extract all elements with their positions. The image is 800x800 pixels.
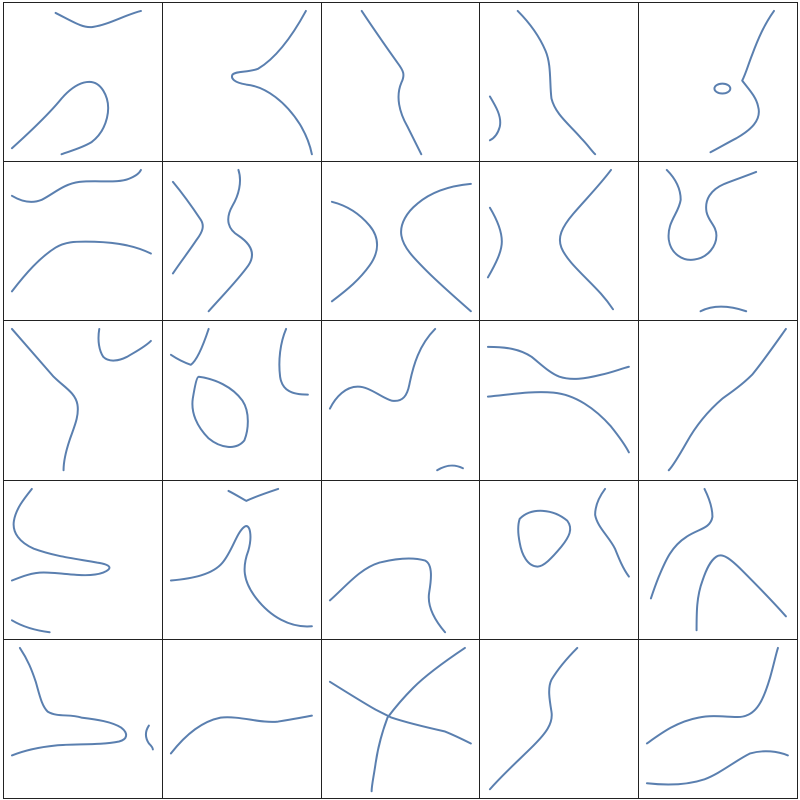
curve-1	[328, 680, 472, 745]
panel-plot	[328, 646, 472, 793]
panel-r3-c2	[161, 320, 322, 481]
curve-2	[207, 169, 253, 313]
curve-2	[278, 328, 309, 397]
curve-1	[517, 509, 572, 568]
panel-r5-c5	[638, 638, 798, 799]
panel-plot	[489, 646, 579, 791]
curve-2	[695, 554, 788, 631]
panel-r2-c2	[161, 161, 322, 322]
curve-1	[360, 9, 422, 156]
curve-2	[487, 391, 631, 454]
curve-1	[10, 328, 79, 472]
panel-plot	[330, 183, 472, 313]
panel-r1-c3	[320, 2, 481, 163]
curve-2	[594, 487, 631, 578]
panel-plot	[10, 169, 152, 293]
panel-r4-c2	[161, 479, 322, 640]
panel-plot	[10, 646, 154, 757]
panel-plot	[169, 714, 313, 755]
panel-plot	[230, 9, 313, 156]
panel-plot	[10, 328, 152, 472]
curve-2	[713, 82, 732, 95]
curve-1	[10, 487, 111, 582]
curve-2	[699, 305, 748, 313]
curve-2	[489, 95, 502, 142]
panel-r5-c4	[479, 638, 640, 799]
panel-r1-c5	[638, 2, 798, 163]
panel-r2-c5	[638, 161, 798, 322]
curve-1	[227, 487, 279, 502]
panel-plot	[169, 487, 313, 628]
curve-1	[665, 169, 758, 261]
curve-1	[646, 646, 780, 745]
panel-r4-c4	[479, 479, 640, 640]
panel-plot	[665, 169, 758, 313]
curve-2	[435, 464, 464, 472]
panel-r5-c1	[3, 638, 163, 799]
curve-2	[10, 240, 152, 293]
panel-plot	[169, 328, 309, 449]
curve-1	[650, 487, 714, 599]
panel-plot	[667, 328, 788, 472]
panel-plot	[487, 169, 615, 311]
curve-2	[169, 524, 313, 628]
curve-1	[10, 169, 142, 204]
panel-r4-c5	[638, 479, 798, 640]
curve-1	[709, 9, 776, 154]
curve-grid	[3, 2, 798, 799]
curve-1	[10, 646, 128, 757]
panel-plot	[487, 346, 631, 454]
curve-1	[230, 9, 313, 156]
curve-1	[328, 328, 436, 410]
curve-2	[10, 80, 110, 156]
curve-2	[399, 183, 472, 313]
curve-2	[97, 328, 152, 362]
panel-plot	[650, 487, 788, 631]
panel-r1-c4	[479, 2, 640, 163]
panel-r2-c3	[320, 161, 481, 322]
curve-1	[487, 206, 504, 279]
panel-plot	[709, 9, 776, 154]
panel-plot	[489, 9, 597, 156]
curve-1	[667, 328, 788, 472]
curve-3	[191, 376, 249, 449]
panel-plot	[10, 487, 111, 633]
curve-1	[517, 9, 597, 156]
curve-2	[144, 724, 154, 751]
curve-1	[328, 557, 446, 633]
curve-2	[646, 750, 790, 786]
panel-plot	[328, 328, 464, 472]
panel-r1-c2	[161, 2, 322, 163]
panel-r4-c3	[320, 479, 481, 640]
panel-r2-c4	[479, 161, 640, 322]
panel-plot	[646, 646, 790, 786]
curve-2	[10, 618, 51, 633]
panel-r3-c4	[479, 320, 640, 481]
panel-r1-c1	[3, 2, 163, 163]
panel-plot	[328, 557, 446, 633]
curve-1	[330, 200, 378, 303]
panel-r3-c1	[3, 320, 163, 481]
curve-1	[169, 714, 313, 755]
panel-r4-c1	[3, 479, 163, 640]
curve-2	[370, 646, 466, 793]
panel-r5-c3	[320, 638, 481, 799]
panel-plot	[517, 487, 631, 578]
curve-2	[559, 169, 615, 311]
panel-r3-c5	[638, 320, 798, 481]
curve-1	[171, 181, 204, 275]
panel-r3-c3	[320, 320, 481, 481]
panel-plot	[10, 9, 142, 156]
curve-1	[169, 328, 210, 367]
curve-1	[487, 346, 631, 381]
panel-plot	[360, 9, 422, 156]
panel-r2-c1	[3, 161, 163, 322]
panel-plot	[171, 169, 253, 313]
panel-r5-c2	[161, 638, 322, 799]
curve-1	[489, 646, 579, 791]
curve-1	[54, 9, 142, 29]
